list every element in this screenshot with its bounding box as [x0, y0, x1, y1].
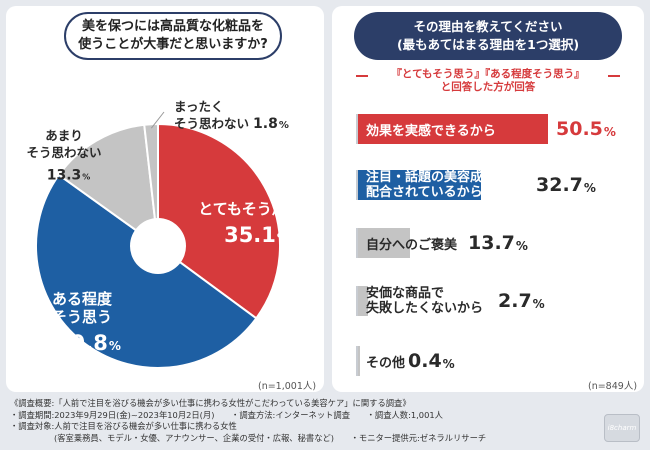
- bar-label-4: その他: [366, 346, 405, 376]
- bar-fill-3: [358, 286, 369, 316]
- footer-line3: ・調査対象:人前で注目を浴びる機会が多い仕事に携わる女性: [10, 421, 237, 431]
- bar-value-2: 13.7%: [468, 228, 528, 258]
- survey-footer: 《調査概要:「人前で注目を浴びる機会が多い仕事に携わる女性がこだわっている美容ケ…: [10, 398, 486, 444]
- bar-chart-panel: その理由を教えてください (最もあてはまる理由を1つ選択) 『とてもそう思う』『…: [332, 6, 644, 392]
- sub-dash-left: [356, 75, 368, 77]
- bar-row-2: 自分へのご褒美 13.7%: [356, 228, 626, 258]
- bar-subtitle-line2: と回答した方が回答: [440, 81, 536, 93]
- pie-leader-line: [150, 111, 165, 129]
- bar-fill-0: [358, 114, 548, 144]
- pie-slice-0: [157, 122, 281, 320]
- bar-label-0-line0: 効果を実感できるから: [366, 123, 496, 139]
- pie-center-hole: [130, 218, 186, 274]
- bar-value-number-0: 50.5: [556, 118, 603, 140]
- bar-sample-size: (n=849人): [588, 381, 638, 392]
- bar-question-line2: (最もあてはまる理由を1つ選択): [396, 37, 580, 52]
- bar-label-4-line0: その他: [366, 355, 406, 371]
- bar-subtitle-line1: 『とてもそう思う』『ある程度そう思う』: [391, 68, 585, 80]
- pie-slice-0-unit: %: [277, 231, 289, 245]
- footer-line4: (客室乗務員、モデル・女優、アナウンサー、企業の受付・広報、秘書など) ・モニタ…: [54, 432, 487, 443]
- bar-label-3-line0: 安価な商品で: [366, 286, 445, 301]
- pie-slice-1-label-line1: そう思う: [52, 308, 112, 326]
- bar-value-1: 32.7%: [536, 170, 596, 200]
- bar-label-3: 安価な商品で 失敗したくないから: [366, 286, 483, 316]
- bar-value-number-4: 0.4: [408, 350, 442, 372]
- pie-slice-2-label-line1: そう思わない: [26, 145, 101, 160]
- pie-question-line1: 美を保つには高品質な化粧品を: [81, 19, 264, 34]
- pie-slice-0-label-line0: とてもそう思う: [198, 200, 302, 218]
- pie-slice-3-label-line1: そう思わない: [174, 116, 249, 131]
- bar-question-line1: その理由を教えてください: [413, 19, 563, 34]
- pie-slice-2-value: 13.3: [47, 168, 82, 184]
- bar-row-3: 安価な商品で 失敗したくないから 2.7%: [356, 286, 626, 316]
- bar-value-unit-0: %: [603, 124, 616, 139]
- bar-fill-1: [358, 170, 482, 200]
- bar-value-number-2: 13.7: [468, 232, 515, 254]
- pie-question-line2: 使うことが大事だと思いますか?: [78, 37, 268, 52]
- bar-label-1-line0: 注目・話題の美容成分が: [366, 170, 510, 185]
- bar-label-2: 自分へのご褒美: [366, 228, 457, 258]
- bar-question-box: その理由を教えてください (最もあてはまる理由を1つ選択): [354, 12, 622, 60]
- bar-value-0: 50.5%: [556, 114, 616, 144]
- bar-fill-4: [358, 346, 360, 376]
- bar-value-unit-2: %: [515, 238, 528, 253]
- pie-slice-1: [35, 173, 258, 369]
- pie-slice-2-unit: %: [82, 173, 90, 182]
- bar-value-number-3: 2.7: [498, 290, 532, 312]
- bar-fill-2: [358, 228, 410, 258]
- pie-slice-3-value: 1.8: [253, 116, 278, 132]
- pie-slice-1-unit: %: [109, 339, 121, 353]
- bar-label-2-line0: 自分へのご褒美: [366, 237, 458, 253]
- footer-line2: ・調査期間:2023年9月29日(金)~2023年10月2日(月) ・調査方法:…: [10, 409, 443, 420]
- pie-slice-3-unit: %: [279, 120, 289, 131]
- pie-slice-1-label-line0: ある程度: [52, 290, 113, 308]
- pie-slice-0-value: 35.1: [224, 223, 276, 247]
- bar-value-number-1: 32.7: [536, 174, 583, 196]
- pie-chart-panel: とてもそう思う 35.1% ある程度 そう思う 49.8% あまり そう思わない 13.3% ま…: [6, 6, 324, 392]
- footer-line1: 《調査概要:「人前で注目を浴びる機会が多い仕事に携わる女性がこだわっている美容ケ…: [10, 398, 411, 408]
- bar-value-4: 0.4%: [408, 346, 455, 376]
- bar-label-1: 注目・話題の美容成分が 配合されているから: [366, 170, 509, 200]
- brand-logo: i8charm: [604, 414, 640, 442]
- pie-slice-2-label-line0: あまり: [45, 128, 83, 143]
- bar-value-3: 2.7%: [498, 286, 545, 316]
- pie-question-box: 美を保つには高品質な化粧品を 使うことが大事だと思いますか?: [64, 12, 282, 60]
- bar-value-unit-3: %: [532, 296, 545, 311]
- pie-slice-3-label-line0: まったく: [174, 99, 224, 114]
- pie-slice-1-value: 49.8: [56, 331, 108, 355]
- pie-sample-size: (n=1,001人): [258, 381, 317, 392]
- bar-row-0: 効果を実感できるから 50.5%: [356, 114, 626, 144]
- bar-label-0: 効果を実感できるから: [366, 114, 496, 144]
- pie-slice-2: [57, 123, 160, 249]
- bar-row-4: その他 0.4%: [356, 346, 626, 376]
- bar-label-3-line1: 失敗したくないから: [366, 301, 484, 316]
- bar-row-1: 注目・話題の美容成分が 配合されているから 32.7%: [356, 170, 626, 200]
- sub-dash-right: [608, 75, 620, 77]
- bar-value-unit-4: %: [442, 356, 455, 371]
- pie-slice-3: [143, 122, 159, 247]
- bar-value-unit-1: %: [583, 180, 596, 195]
- bar-label-1-line1: 配合されているから: [366, 185, 483, 200]
